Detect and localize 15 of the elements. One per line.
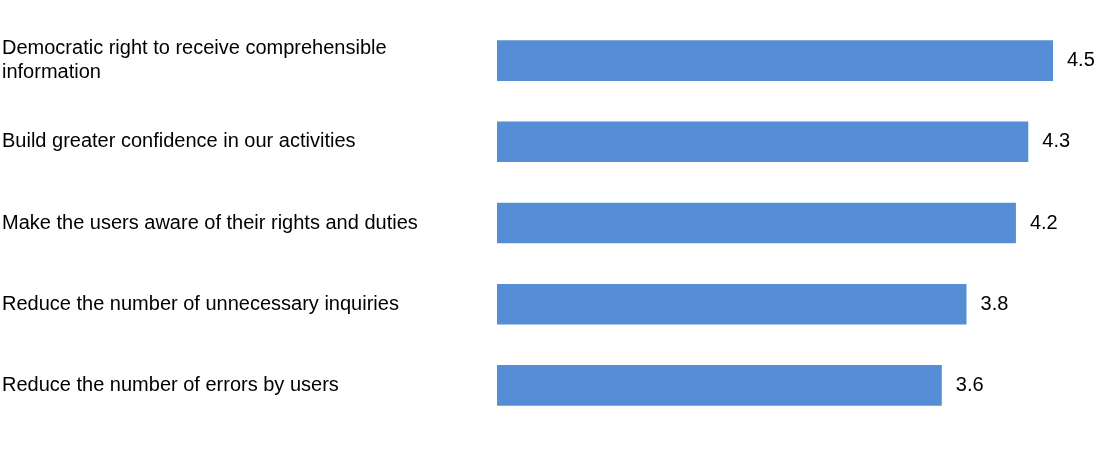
bar [497,40,1053,81]
bar [497,121,1029,163]
y-tick-label: Build greater confidence in our activities [2,129,356,152]
data-label: 3.8 [980,291,1009,314]
data-label: 4.2 [1029,210,1058,233]
bar [497,365,942,406]
data-label: 3.6 [955,372,984,395]
bar [497,283,967,325]
y-tick-label: Make the users aware of their rights and duties [2,210,418,233]
bar [497,202,1016,244]
data-label: 4.5 [1067,48,1095,71]
y-tick-label: Reduce the number of unnecessary inquiries [2,291,399,314]
y-tick-label: Reduce the number of errors by users [2,372,339,395]
data-label: 4.3 [1042,129,1071,152]
y-tick-label: Democratic right to receive comprehensible information [2,36,387,83]
